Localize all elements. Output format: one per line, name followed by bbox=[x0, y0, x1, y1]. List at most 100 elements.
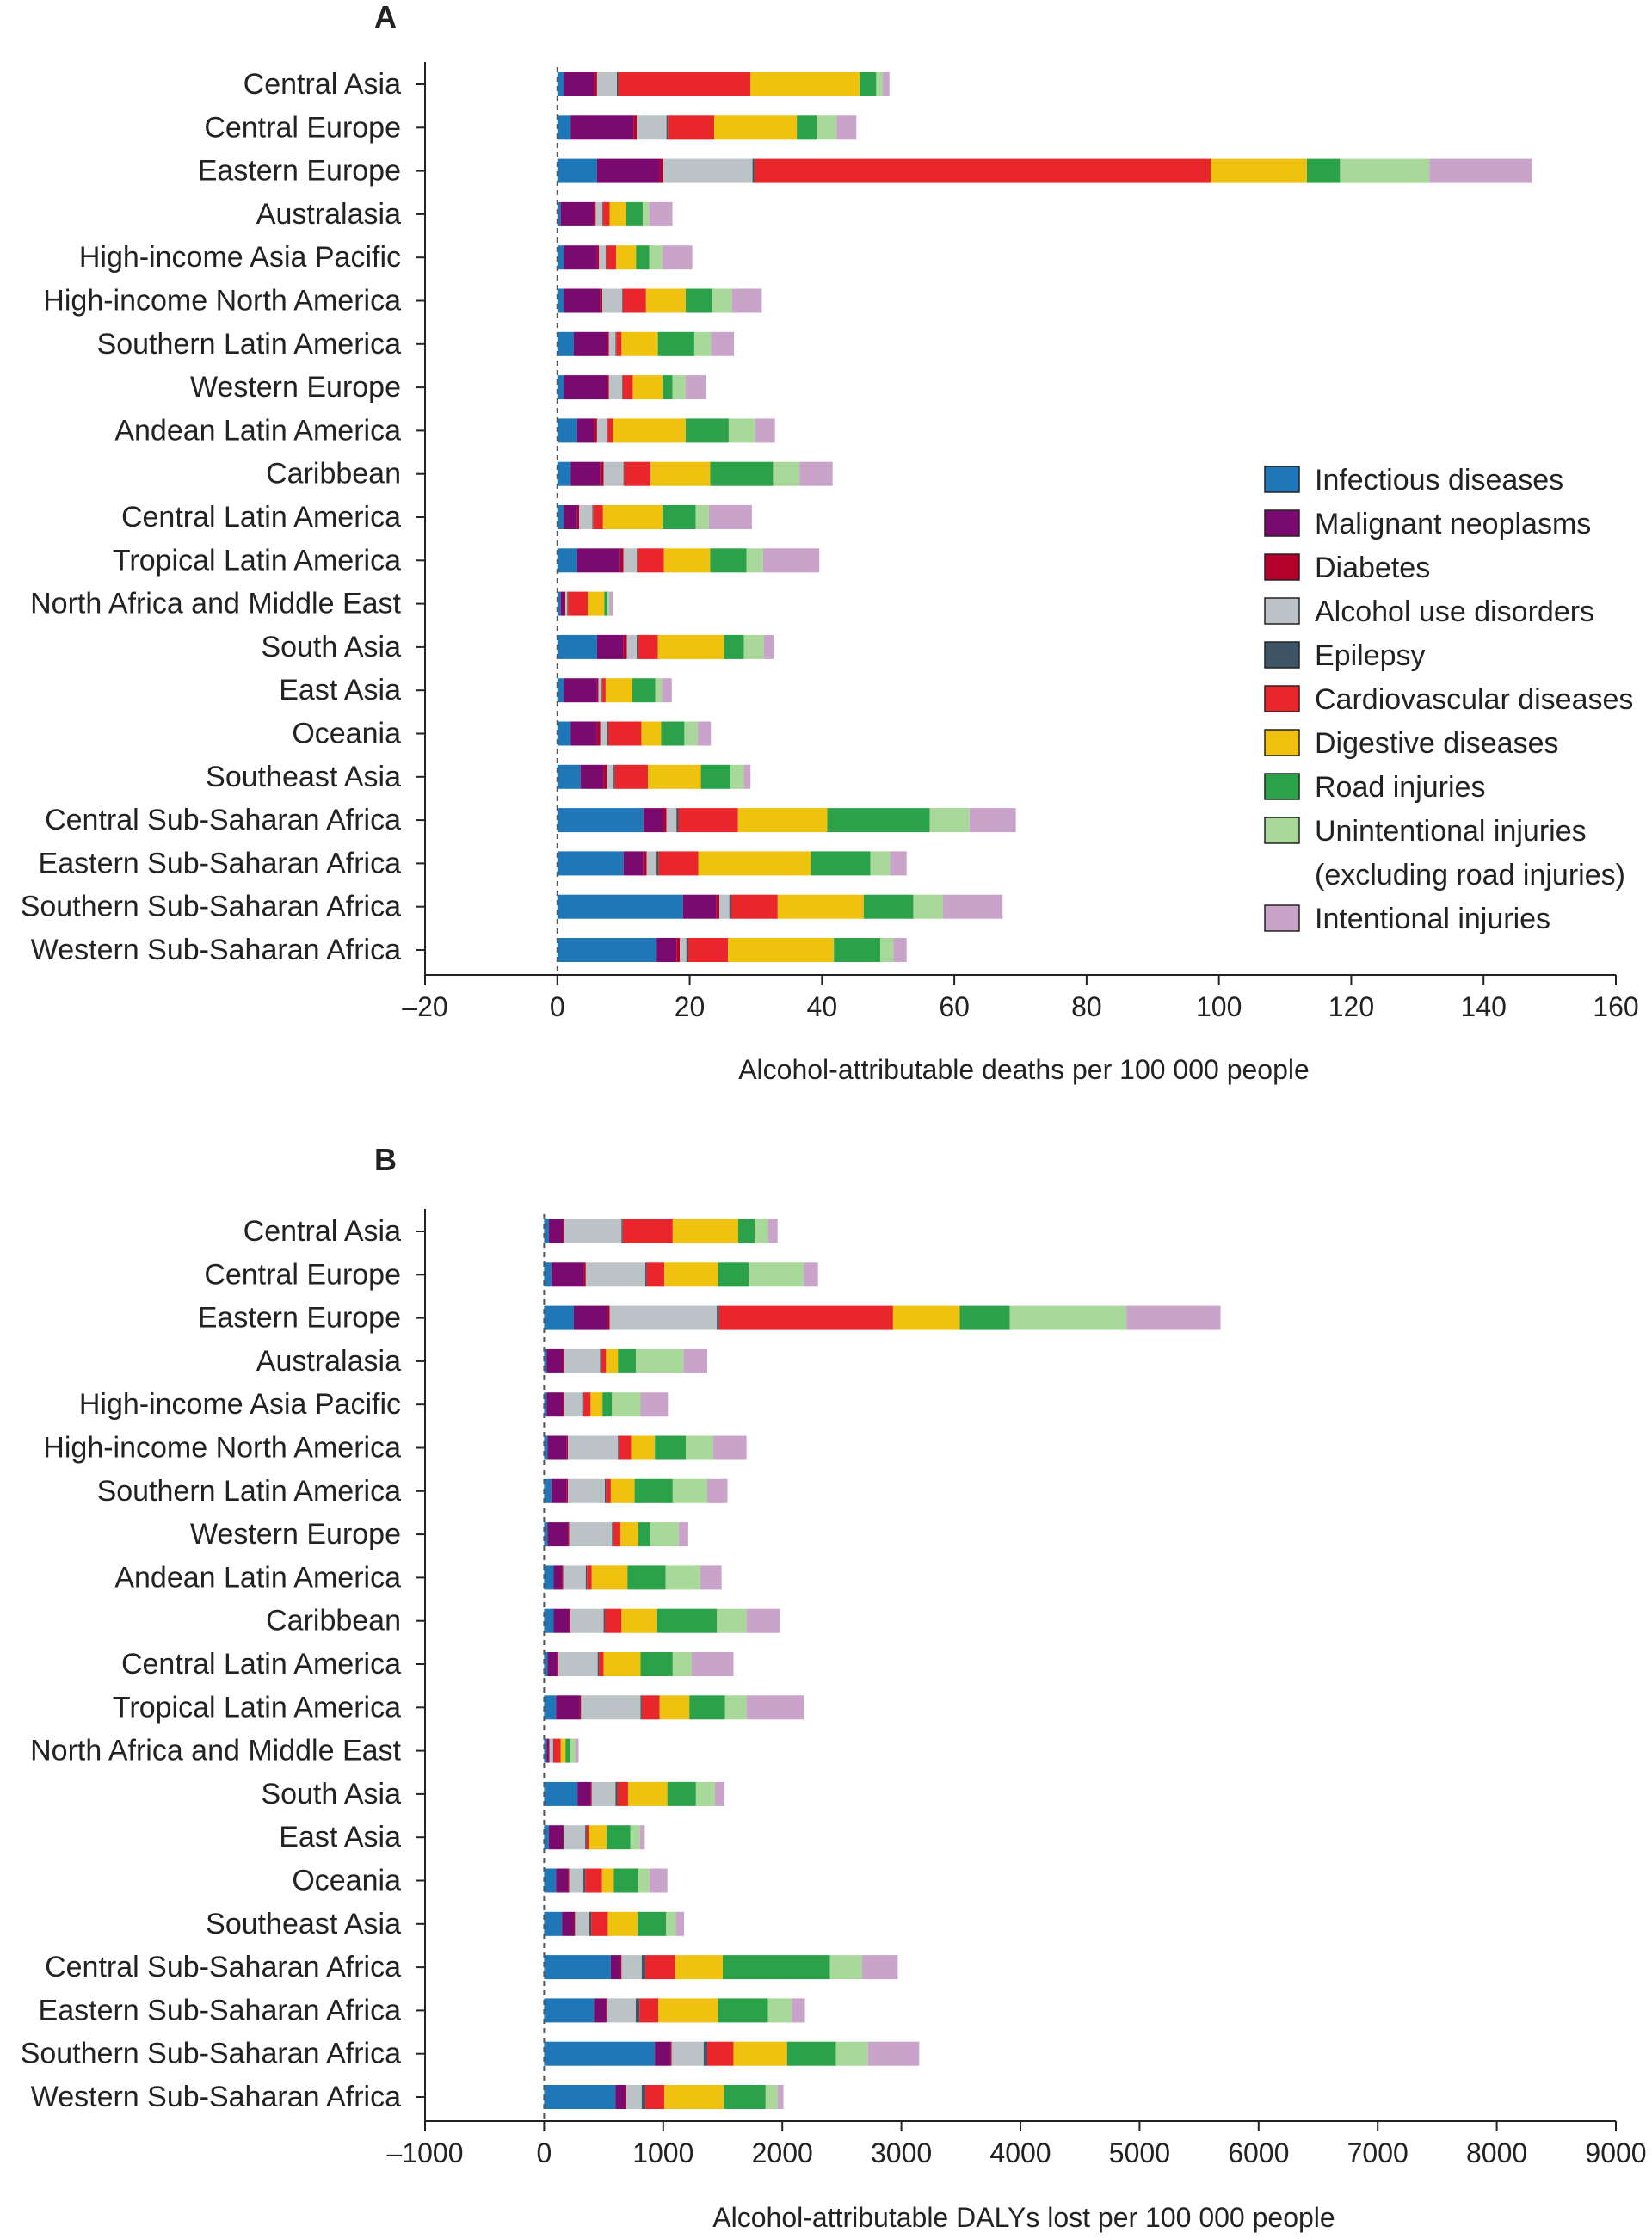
panel-b-bar-south-asia-mal bbox=[577, 1781, 591, 1806]
panel-a-bar-southern-latin-america-road bbox=[657, 331, 694, 356]
legend-swatch-road bbox=[1264, 773, 1300, 800]
panel-a-bar-central-asia-intent bbox=[883, 72, 890, 96]
panel-b-x-tick-label: 0 bbox=[537, 2137, 552, 2168]
panel-a-bar-north-africa-and-middle-east-inf bbox=[557, 591, 561, 616]
panel-b-bar-south-asia-aud bbox=[591, 1781, 616, 1806]
panel-a-bar-andean-latin-america-dig bbox=[613, 418, 686, 443]
panel-a-bar-high-income-asia-pacific-inf bbox=[557, 245, 564, 270]
panel-a-bar-tropical-latin-america-mal bbox=[576, 548, 620, 573]
panel-a-bar-andean-latin-america-intent bbox=[755, 418, 775, 443]
panel-a-bar-central-asia-dig bbox=[750, 72, 860, 96]
panel-a-bars bbox=[557, 72, 1532, 962]
panel-a-bar-tropical-latin-america-intent bbox=[762, 548, 820, 573]
panel-a-bar-central-europe-dig bbox=[714, 115, 798, 140]
panel-a-bar-southern-latin-america-dia bbox=[607, 331, 609, 356]
panel-b-bar-central-asia-intent bbox=[767, 1219, 778, 1243]
panel-b-bar-high-income-north-america-inf bbox=[544, 1435, 548, 1460]
panel-b-bar-east-asia-dig bbox=[589, 1825, 607, 1850]
panel-a-bar-oceania-epi bbox=[607, 721, 608, 746]
panel-b-bar-high-income-asia-pacific-aud bbox=[564, 1392, 583, 1417]
panel-a-bar-central-latin-america-dia bbox=[576, 505, 580, 529]
panel-b-row-label-oceania: Oceania bbox=[292, 1865, 401, 1897]
panel-b-bar-eastern-europe-inf bbox=[544, 1305, 574, 1330]
panel-a-row-labels: Central Asia Central Europe Eastern Europe… bbox=[21, 68, 402, 966]
panel-b-bar-southern-sub-saharan-africa-road bbox=[786, 2041, 836, 2066]
panel-a-bar-high-income-asia-pacific-road bbox=[636, 245, 650, 270]
panel-b-bar-south-asia-inf bbox=[544, 1781, 578, 1806]
panel-b-bar-australasia-epi bbox=[600, 1348, 601, 1373]
panel-a-bar-high-income-north-america-dia bbox=[600, 288, 603, 313]
legend: Infectious diseases Malignant neoplasms Di… bbox=[1264, 464, 1633, 935]
panel-a-bar-southern-latin-america-aud bbox=[608, 331, 616, 356]
panel-b-bar-east-asia-cvd bbox=[586, 1825, 589, 1850]
panel-b-bar-central-latin-america-unint bbox=[672, 1652, 693, 1676]
panel-b-bar-southeast-asia-aud bbox=[575, 1911, 589, 1936]
panel-b-bar-southeast-asia-epi bbox=[589, 1911, 592, 1936]
panel-b-bar-south-asia-dig bbox=[627, 1781, 668, 1806]
panel-b-bar-eastern-europe-road bbox=[959, 1305, 1010, 1330]
panel-a-bar-eastern-sub-saharan-africa-aud bbox=[646, 851, 657, 876]
panel-b-bar-central-europe-epi bbox=[645, 1262, 647, 1287]
panel-b-bar-western-europe-mal bbox=[547, 1522, 569, 1547]
panel-a-bar-western-sub-saharan-africa-unint bbox=[879, 938, 894, 962]
panel-b-x-axis: –1000 0 1000 2000 3000 4000 5000 6000 7000 8000 90… bbox=[387, 1209, 1647, 2168]
panel-b-bar-australasia-dig bbox=[606, 1348, 619, 1373]
panel-b-bar-eastern-sub-saharan-africa-epi bbox=[635, 1998, 640, 2023]
panel-b-bar-southern-latin-america-unint bbox=[672, 1478, 708, 1503]
panel-a-bar-tropical-latin-america-epi bbox=[637, 548, 638, 573]
panel-a-bar-north-africa-and-middle-east-dia bbox=[564, 591, 566, 616]
panel-b-bar-caribbean-intent bbox=[746, 1608, 780, 1633]
panel-a-bar-oceania-aud bbox=[600, 721, 607, 746]
panel-b-bar-caribbean-aud bbox=[570, 1608, 604, 1633]
panel-b-bar-tropical-latin-america-aud bbox=[581, 1695, 641, 1720]
panel-a-bar-western-sub-saharan-africa-dia bbox=[676, 938, 681, 962]
panel-a-bar-southeast-asia-inf bbox=[557, 764, 581, 789]
panel-b-bar-oceania-road bbox=[613, 1868, 638, 1893]
panel-b-bar-southern-sub-saharan-africa-cvd bbox=[707, 2041, 734, 2066]
panel-a-x-tick-label: 0 bbox=[550, 991, 565, 1022]
panel-a-bar-southeast-asia-cvd bbox=[614, 764, 649, 789]
panel-b-x-tick-label: 5000 bbox=[1109, 2137, 1170, 2168]
panel-b-bar-high-income-asia-pacific-road bbox=[602, 1392, 613, 1417]
panel-b-bar-high-income-asia-pacific-unint bbox=[612, 1392, 641, 1417]
panel-b-bar-eastern-europe-unint bbox=[1009, 1305, 1127, 1330]
panel-b-bar-north-africa-and-middle-east-aud bbox=[549, 1738, 553, 1763]
panel-a-bar-high-income-north-america-unint bbox=[712, 288, 732, 313]
panel-b-bar-high-income-asia-pacific-cvd bbox=[583, 1392, 591, 1417]
panel-a-x-tick-label: 120 bbox=[1328, 991, 1374, 1022]
panel-a-bar-south-asia-dig bbox=[657, 634, 724, 659]
panel-b-bar-south-asia-unint bbox=[695, 1781, 716, 1806]
panel-a-bar-tropical-latin-america-inf bbox=[557, 548, 577, 573]
panel-b-bar-western-europe-dia bbox=[568, 1522, 570, 1547]
panel-b-bar-oceania-dia bbox=[568, 1868, 570, 1893]
panel-b-bar-southern-sub-saharan-africa-epi bbox=[703, 2041, 708, 2066]
panel-a-row-label-western-europe: Western Europe bbox=[190, 371, 401, 404]
panel-a-bar-high-income-north-america-epi bbox=[622, 288, 623, 313]
legend-label-dig: Digestive diseases bbox=[1315, 727, 1558, 760]
panel-b-bar-central-europe-road bbox=[718, 1262, 749, 1287]
panel-a-bar-central-latin-america-road bbox=[663, 505, 696, 529]
panel-b-bar-central-latin-america-inf bbox=[544, 1652, 548, 1676]
panel-a-bar-eastern-sub-saharan-africa-road bbox=[811, 851, 871, 876]
panel-a-bar-caribbean-inf bbox=[557, 461, 571, 486]
panel-a-bar-east-asia-inf bbox=[557, 678, 564, 703]
panel-a-bar-south-asia-cvd bbox=[638, 634, 658, 659]
panel-b-bar-oceania-inf bbox=[544, 1868, 557, 1893]
panel-a-bar-western-europe-cvd bbox=[622, 375, 633, 400]
panel-a-bar-tropical-latin-america-unint bbox=[746, 548, 763, 573]
panel-b-row-label-high-income-asia-pacific: High-income Asia Pacific bbox=[79, 1388, 401, 1421]
panel-b-bar-high-income-north-america-unint bbox=[686, 1435, 713, 1460]
panel-b-bar-southern-latin-america-road bbox=[634, 1478, 673, 1503]
panel-b-bar-western-europe-dig bbox=[620, 1522, 638, 1547]
panel-b-bar-southeast-asia-intent bbox=[675, 1911, 685, 1936]
panel-a-bar-central-sub-saharan-africa-inf bbox=[557, 808, 644, 833]
panel-b-row-label-east-asia: East Asia bbox=[279, 1821, 401, 1853]
panel-b-row-label-central-europe: Central Europe bbox=[204, 1258, 401, 1291]
panel-b-bar-south-asia-intent bbox=[715, 1781, 725, 1806]
panel-b-bar-tropical-latin-america-dia bbox=[579, 1695, 582, 1720]
panel-b-bar-central-sub-saharan-africa-intent bbox=[861, 1955, 898, 1980]
panel-a-bar-southern-sub-saharan-africa-dig bbox=[777, 894, 864, 919]
panel-b-bar-north-africa-and-middle-east-road bbox=[565, 1738, 570, 1763]
panel-a-bar-oceania-intent bbox=[697, 721, 712, 746]
panel-a-bar-andean-latin-america-unint bbox=[728, 418, 755, 443]
